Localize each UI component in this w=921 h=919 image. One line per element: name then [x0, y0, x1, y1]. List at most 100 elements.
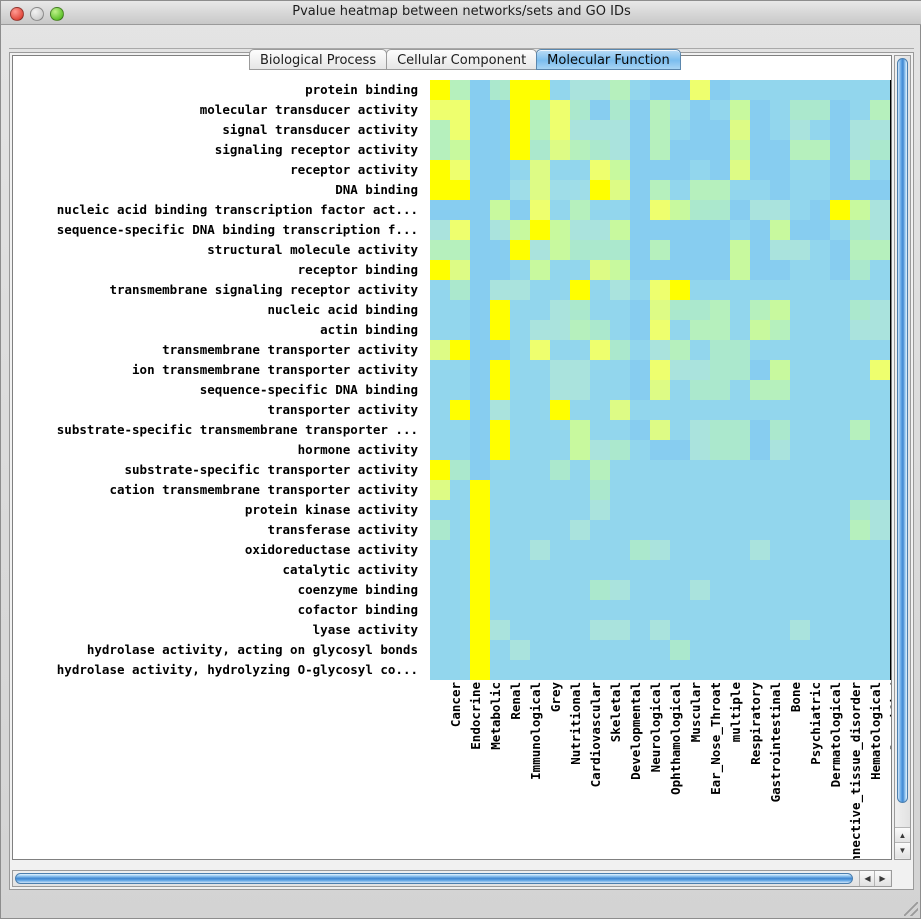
heatmap-cell[interactable] [490, 220, 510, 240]
heatmap-cell[interactable] [610, 540, 630, 560]
heatmap-cell[interactable] [650, 640, 670, 660]
heatmap-cell[interactable] [690, 600, 710, 620]
heatmap-cell[interactable] [650, 140, 670, 160]
heatmap-cell[interactable] [850, 440, 870, 460]
heatmap-cell[interactable] [730, 480, 750, 500]
heatmap-cell[interactable] [630, 580, 650, 600]
heatmap-cell[interactable] [470, 140, 490, 160]
heatmap-cell[interactable] [850, 300, 870, 320]
heatmap-cell[interactable] [490, 480, 510, 500]
heatmap-cell[interactable] [830, 120, 850, 140]
heatmap-cell[interactable] [670, 300, 690, 320]
heatmap-cell[interactable] [870, 380, 890, 400]
heatmap-cell[interactable] [790, 460, 810, 480]
heatmap-cell[interactable] [450, 600, 470, 620]
heatmap-cell[interactable] [510, 200, 530, 220]
heatmap-cell[interactable] [710, 300, 730, 320]
heatmap-cell[interactable] [470, 180, 490, 200]
heatmap-cell[interactable] [570, 200, 590, 220]
heatmap-cell[interactable] [790, 340, 810, 360]
heatmap-cell[interactable] [550, 120, 570, 140]
heatmap-cell[interactable] [450, 220, 470, 240]
heatmap-cell[interactable] [630, 200, 650, 220]
heatmap-cell[interactable] [490, 620, 510, 640]
heatmap-cell[interactable] [730, 400, 750, 420]
heatmap-cell[interactable] [690, 80, 710, 100]
heatmap-cell[interactable] [470, 440, 490, 460]
heatmap-cell[interactable] [590, 620, 610, 640]
heatmap-cell[interactable] [510, 140, 530, 160]
heatmap-cell[interactable] [870, 120, 890, 140]
heatmap-cell[interactable] [790, 640, 810, 660]
heatmap-cell[interactable] [670, 180, 690, 200]
heatmap-cell[interactable] [710, 360, 730, 380]
heatmap-cell[interactable] [550, 380, 570, 400]
heatmap-cell[interactable] [670, 220, 690, 240]
heatmap-cell[interactable] [750, 560, 770, 580]
heatmap-cell[interactable] [530, 260, 550, 280]
heatmap-cell[interactable] [790, 600, 810, 620]
heatmap-cell[interactable] [490, 520, 510, 540]
heatmap-cell[interactable] [590, 360, 610, 380]
heatmap-cell[interactable] [870, 520, 890, 540]
heatmap-cell[interactable] [450, 280, 470, 300]
heatmap-cell[interactable] [710, 480, 730, 500]
heatmap-cell[interactable] [430, 140, 450, 160]
heatmap-cell[interactable] [730, 120, 750, 140]
heatmap-cell[interactable] [430, 520, 450, 540]
heatmap-cell[interactable] [510, 660, 530, 680]
heatmap-cell[interactable] [830, 640, 850, 660]
heatmap-cell[interactable] [850, 160, 870, 180]
heatmap-cell[interactable] [550, 520, 570, 540]
heatmap-cell[interactable] [550, 500, 570, 520]
heatmap-cell[interactable] [670, 360, 690, 380]
heatmap-cell[interactable] [470, 320, 490, 340]
heatmap-cell[interactable] [510, 320, 530, 340]
vertical-scrollbar-thumb[interactable] [897, 58, 908, 803]
heatmap-cell[interactable] [430, 180, 450, 200]
heatmap-cell[interactable] [830, 180, 850, 200]
heatmap-cell[interactable] [670, 580, 690, 600]
heatmap-cell[interactable] [470, 400, 490, 420]
heatmap-cell[interactable] [750, 100, 770, 120]
heatmap-cell[interactable] [830, 620, 850, 640]
heatmap-cell[interactable] [830, 140, 850, 160]
heatmap-cell[interactable] [850, 260, 870, 280]
heatmap-cell[interactable] [590, 480, 610, 500]
heatmap-cell[interactable] [670, 160, 690, 180]
heatmap-cell[interactable] [690, 660, 710, 680]
heatmap-cell[interactable] [530, 660, 550, 680]
heatmap-cell[interactable] [770, 120, 790, 140]
heatmap-cell[interactable] [870, 580, 890, 600]
heatmap-cell[interactable] [530, 120, 550, 140]
heatmap-cell[interactable] [790, 520, 810, 540]
heatmap-cell[interactable] [730, 520, 750, 540]
heatmap-cell[interactable] [730, 100, 750, 120]
heatmap-cell[interactable] [770, 340, 790, 360]
heatmap-cell[interactable] [610, 380, 630, 400]
heatmap-cell[interactable] [590, 540, 610, 560]
heatmap-cell[interactable] [710, 380, 730, 400]
heatmap-cell[interactable] [730, 300, 750, 320]
heatmap-cell[interactable] [770, 280, 790, 300]
heatmap-cell[interactable] [550, 620, 570, 640]
tab-molecular-function[interactable]: Molecular Function [536, 49, 681, 70]
heatmap-cell[interactable] [830, 300, 850, 320]
heatmap-cell[interactable] [570, 320, 590, 340]
heatmap-cell[interactable] [830, 320, 850, 340]
heatmap-cell[interactable] [830, 480, 850, 500]
heatmap-cell[interactable] [430, 660, 450, 680]
heatmap-cell[interactable] [610, 640, 630, 660]
heatmap-cell[interactable] [530, 180, 550, 200]
heatmap-cell[interactable] [790, 180, 810, 200]
heatmap-cell[interactable] [730, 200, 750, 220]
heatmap-cell[interactable] [770, 300, 790, 320]
heatmap-cell[interactable] [690, 500, 710, 520]
heatmap-cell[interactable] [430, 560, 450, 580]
heatmap-cell[interactable] [770, 420, 790, 440]
heatmap-cell[interactable] [430, 620, 450, 640]
heatmap-cell[interactable] [850, 220, 870, 240]
heatmap-cell[interactable] [590, 240, 610, 260]
heatmap-cell[interactable] [470, 520, 490, 540]
heatmap-cell[interactable] [730, 380, 750, 400]
